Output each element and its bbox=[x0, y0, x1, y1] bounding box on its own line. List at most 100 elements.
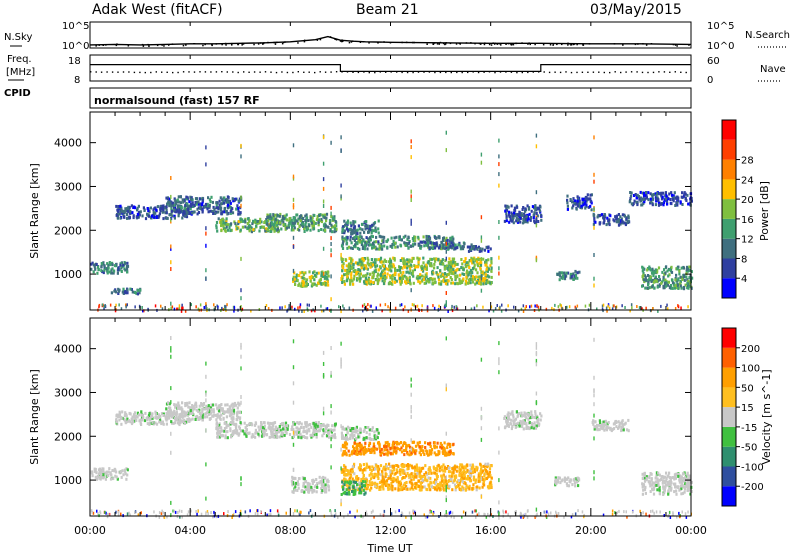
echo-cell bbox=[315, 271, 318, 275]
echo-cell bbox=[422, 466, 425, 470]
echo-cell bbox=[453, 264, 456, 268]
echo-cell bbox=[374, 484, 377, 488]
noise-search-point bbox=[529, 43, 531, 46]
echo-cell bbox=[205, 268, 207, 273]
echo-cell bbox=[460, 476, 463, 480]
echo-cell bbox=[187, 208, 190, 212]
echo-cell bbox=[522, 206, 525, 209]
echo-cell bbox=[470, 307, 473, 311]
echo-cell bbox=[268, 424, 271, 428]
echo-cell bbox=[477, 258, 480, 262]
echo-cell bbox=[301, 270, 304, 274]
echo-cell bbox=[342, 470, 345, 474]
echo-cell bbox=[341, 258, 344, 261]
echo-cell bbox=[105, 471, 108, 475]
echo-cell bbox=[342, 482, 345, 486]
noise-search-point bbox=[303, 40, 306, 43]
echo-cell bbox=[194, 201, 197, 204]
echo-cell bbox=[398, 280, 402, 284]
echo-cell bbox=[109, 477, 113, 481]
nave-point bbox=[538, 71, 540, 73]
echo-cell bbox=[529, 305, 531, 309]
nave-point bbox=[226, 71, 228, 73]
echo-cell bbox=[273, 229, 276, 233]
echo-cell bbox=[223, 427, 227, 430]
echo-cell bbox=[154, 304, 157, 308]
echo-cell bbox=[572, 197, 575, 201]
echo-cell bbox=[116, 208, 119, 212]
echo-cell bbox=[667, 197, 670, 201]
echo-cell bbox=[363, 230, 366, 234]
echo-cell bbox=[643, 278, 646, 282]
echo-cell bbox=[469, 281, 472, 285]
echo-cell bbox=[677, 199, 680, 203]
echo-cell bbox=[586, 193, 589, 197]
echo-cell bbox=[658, 284, 661, 288]
echo-cell bbox=[535, 223, 538, 228]
echo-cell bbox=[312, 227, 316, 231]
nave-point bbox=[636, 71, 638, 73]
echo-cell bbox=[424, 240, 427, 244]
echo-cell bbox=[365, 280, 368, 284]
echo-cell bbox=[224, 210, 227, 214]
echo-cell bbox=[120, 475, 123, 479]
echo-cell bbox=[168, 197, 171, 201]
echo-cell bbox=[323, 213, 326, 217]
echo-cell bbox=[213, 303, 215, 307]
echo-cell bbox=[574, 199, 577, 203]
echo-cell bbox=[485, 261, 488, 265]
echo-cell bbox=[246, 222, 249, 225]
echo-cell bbox=[383, 271, 386, 275]
echo-cell bbox=[444, 279, 447, 283]
echo-cell bbox=[480, 465, 483, 469]
echo-cell bbox=[298, 216, 301, 220]
echo-cell bbox=[301, 476, 304, 480]
echo-cell bbox=[654, 268, 657, 272]
echo-cell bbox=[382, 465, 386, 469]
noise-search-point bbox=[316, 39, 319, 41]
echo-cell bbox=[205, 404, 208, 408]
echo-cell bbox=[185, 204, 188, 208]
echo-cell bbox=[631, 306, 633, 310]
echo-cell bbox=[469, 268, 472, 272]
echo-cell bbox=[492, 309, 495, 313]
echo-cell bbox=[120, 307, 123, 311]
echo-cell bbox=[306, 436, 309, 440]
nave-point bbox=[199, 71, 201, 73]
echo-cell bbox=[226, 212, 229, 216]
noise-search-point bbox=[281, 42, 284, 45]
echo-cell bbox=[419, 485, 422, 489]
echo-cell bbox=[197, 211, 201, 214]
echo-cell bbox=[530, 304, 533, 308]
echo-cell bbox=[456, 262, 459, 266]
echo-cell bbox=[445, 236, 448, 240]
echo-cell bbox=[293, 488, 296, 492]
nave-point bbox=[548, 71, 551, 74]
noise-search-point bbox=[488, 43, 491, 46]
echo-cell bbox=[349, 238, 352, 242]
echo-cell bbox=[438, 469, 441, 473]
echo-cell bbox=[426, 244, 430, 248]
echo-cell bbox=[360, 222, 364, 226]
echo-cell bbox=[465, 261, 468, 265]
echo-cell bbox=[639, 199, 642, 202]
echo-cell bbox=[322, 161, 325, 166]
echo-cell bbox=[417, 235, 420, 239]
echo-cell bbox=[155, 208, 158, 212]
echo-cell bbox=[322, 282, 325, 286]
echo-cell bbox=[238, 417, 241, 421]
echo-cell bbox=[314, 426, 317, 430]
echo-cell bbox=[388, 487, 391, 491]
echo-cell bbox=[260, 421, 263, 424]
echo-cell bbox=[343, 229, 346, 233]
echo-cell bbox=[411, 303, 414, 307]
echo-cell bbox=[227, 228, 230, 232]
echo-cell bbox=[429, 241, 432, 245]
noise-search-point bbox=[474, 42, 476, 45]
echo-cell bbox=[530, 209, 533, 213]
echo-cell bbox=[449, 276, 452, 279]
echo-cell bbox=[641, 265, 644, 269]
echo-cell bbox=[160, 412, 164, 416]
echo-cell bbox=[373, 263, 376, 267]
echo-cell bbox=[475, 268, 478, 272]
